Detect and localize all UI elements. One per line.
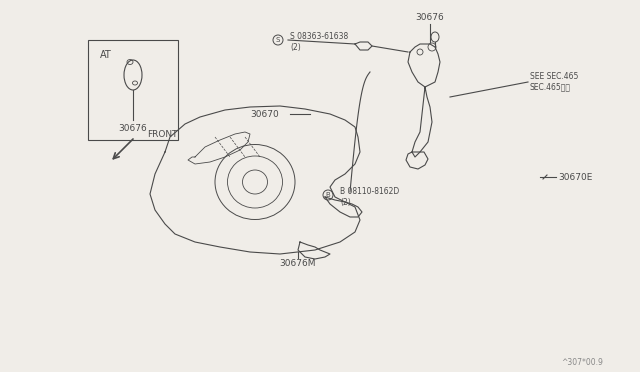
Text: 30676: 30676 xyxy=(415,13,444,22)
Text: SEE SEC.465
SEC.465参照: SEE SEC.465 SEC.465参照 xyxy=(530,72,579,92)
Bar xyxy=(88,40,178,140)
Text: B 08110-8162D
(2): B 08110-8162D (2) xyxy=(340,187,399,207)
Text: 30670E: 30670E xyxy=(558,173,593,182)
Text: 30670: 30670 xyxy=(250,109,279,119)
Text: AT: AT xyxy=(100,50,112,60)
Text: 30676: 30676 xyxy=(118,124,147,132)
Text: S 08363-61638
(2): S 08363-61638 (2) xyxy=(290,32,348,52)
Text: S: S xyxy=(276,37,280,43)
Text: B: B xyxy=(326,192,330,198)
Text: 30676M: 30676M xyxy=(280,260,316,269)
Text: ^307*00.9: ^307*00.9 xyxy=(561,358,603,367)
Text: FRONT: FRONT xyxy=(147,129,177,138)
